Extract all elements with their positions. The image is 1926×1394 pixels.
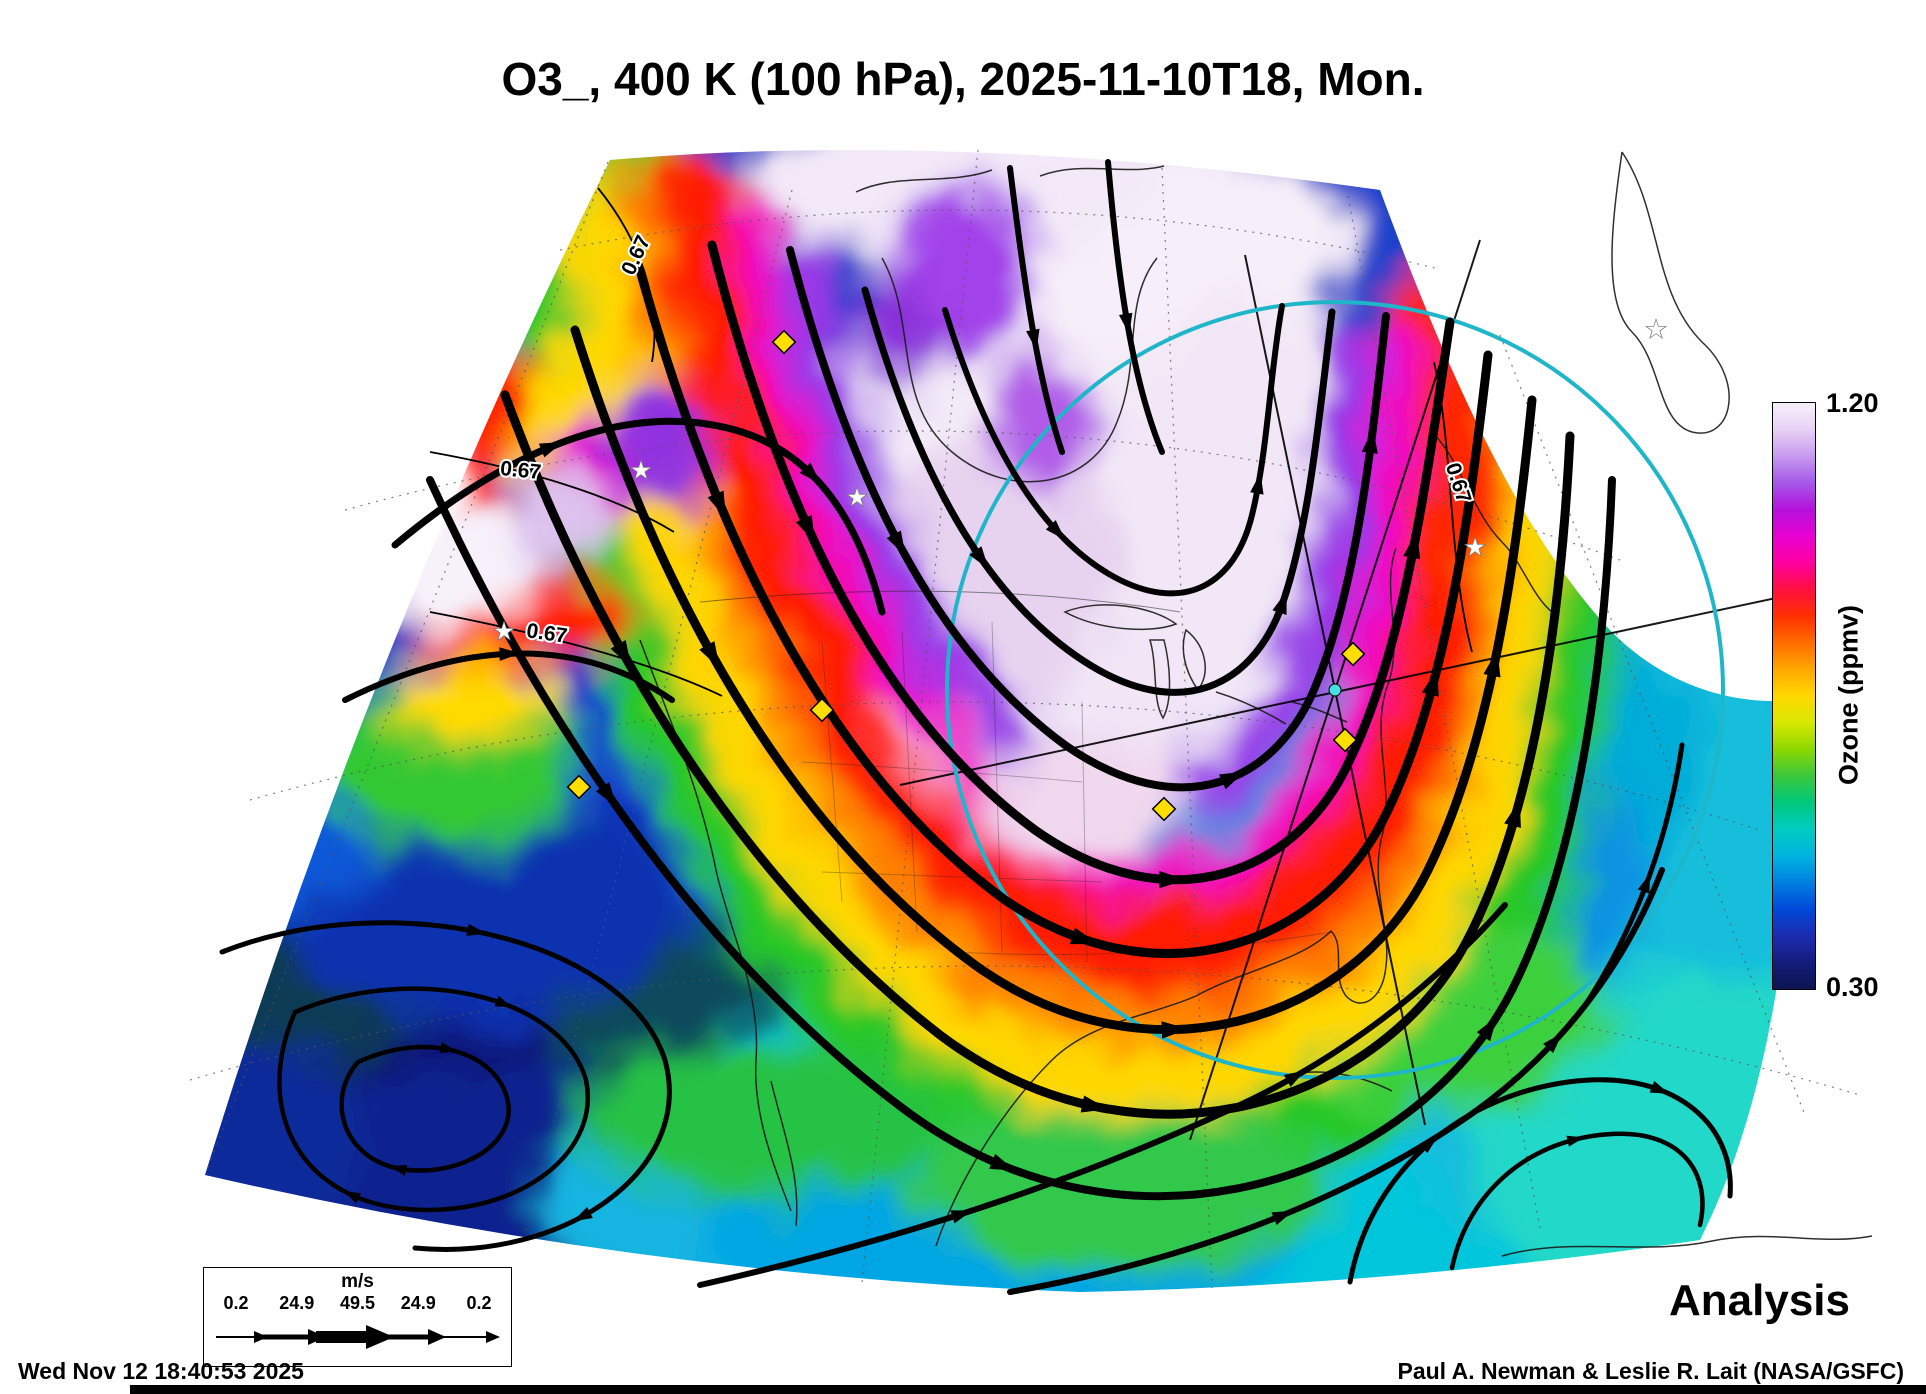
streamline (1347, 1077, 1733, 1285)
streamline-arrowhead-icon (989, 1153, 1016, 1171)
streamline-arrowhead-icon (1283, 1070, 1306, 1087)
streamline (1449, 1131, 1705, 1271)
streamline (277, 986, 590, 1213)
streamline (635, 265, 1493, 958)
circle-center-dot (1328, 683, 1342, 697)
streamline (1007, 165, 1065, 455)
streamline-arrowhead-icon (886, 530, 906, 557)
streamline (786, 246, 1390, 792)
colorbar-axis-label: Ozone (ppmv) (1833, 605, 1864, 785)
range-circle (945, 300, 1725, 1080)
streamline (942, 303, 1285, 597)
wind-speed-value: 0.2 (223, 1293, 249, 1313)
streamline-arrowhead-icon (610, 640, 632, 668)
streamline-arrowhead-icon (499, 647, 521, 661)
streamline-arrowhead-icon (389, 1164, 408, 1176)
station-diamond-icon (1340, 641, 1366, 667)
streamline-arrowhead-icon (950, 1210, 973, 1224)
streamline-arrowhead-icon (1159, 870, 1187, 889)
station-diamond-icon (771, 329, 797, 355)
streamline-arrowhead-icon (707, 490, 726, 519)
colorbar-max-label: 1.20 (1826, 388, 1879, 418)
streamline-arrowhead-icon (699, 641, 720, 669)
station-diamond-icon (1332, 727, 1358, 753)
streamline-arrowhead-icon (573, 1206, 593, 1222)
station-diamond-icon (809, 697, 835, 723)
wind-speed-value: 24.9 (279, 1293, 315, 1313)
streamline-arrowhead-icon (466, 923, 487, 936)
streamline-arrowhead-icon (1476, 1016, 1498, 1042)
streamline-arrowhead-icon (795, 514, 815, 543)
streamline-arrowhead-icon (595, 782, 617, 807)
streamline (391, 417, 886, 616)
streamline-arrowhead-icon (969, 546, 989, 570)
figure-title: O3_, 400 K (100 hPa), 2025-11-10T18, Mon… (501, 53, 1425, 105)
streamline (342, 650, 675, 703)
timestamp-label: Wed Nov 12 18:40:53 2025 (18, 1358, 304, 1384)
station-diamond-icon (566, 774, 592, 800)
wind-speed-value: 49.5 (339, 1293, 376, 1313)
streamline-arrowhead-icon (1045, 520, 1066, 540)
streamline-arrowhead-icon (1483, 649, 1501, 678)
streamline-arrowhead-icon (1219, 771, 1245, 790)
streamline-arrowhead-icon (1504, 800, 1521, 829)
streamline (500, 390, 1575, 1119)
wind-speed-value: 24.9 (400, 1293, 436, 1313)
station-star-icon: ★ (845, 483, 868, 513)
streamline-arrowhead-icon (439, 1042, 458, 1054)
streamline-arrowhead-icon (1272, 590, 1287, 615)
colorbar-gradient (1772, 402, 1816, 990)
wind-arrow-scale-icon (216, 1325, 500, 1349)
streamline-arrowhead-icon (538, 442, 563, 458)
streamline (219, 920, 672, 1252)
streamline-arrowhead-icon (1566, 1135, 1585, 1147)
streamline-arrowhead-icon (494, 995, 513, 1008)
streamline-arrowhead-icon (1118, 312, 1133, 335)
bottom-bar (130, 1385, 1926, 1394)
streamline (697, 902, 1508, 1288)
streamline-arrowhead-icon (1637, 873, 1651, 894)
contour-label: 0.67 (499, 457, 542, 484)
wind-legend-unit: m/s (341, 1271, 374, 1292)
colorbar-min-label: 0.30 (1826, 972, 1879, 1002)
wind-legend-speeds: 0.2 24.9 49.5 24.9 0.2 (204, 1293, 511, 1314)
streamline-arrowhead-icon (1080, 1095, 1109, 1113)
streamline-arrowhead-icon (799, 462, 821, 485)
station-star-icon: ★ (492, 617, 515, 647)
station-star-icon: ★ (1644, 315, 1667, 345)
streamline-arrowhead-icon (1403, 531, 1421, 560)
streamline-arrowhead-icon (1271, 1210, 1294, 1226)
station-star-icon: ★ (1463, 533, 1486, 563)
streamline-arrowhead-icon (1649, 1080, 1670, 1094)
station-diamond-icon (1151, 796, 1177, 822)
streamline-arrowhead-icon (1543, 1033, 1563, 1054)
streamline-arrowhead-icon (1069, 927, 1098, 945)
streamline (861, 286, 1336, 696)
streamline-arrowhead-icon (1161, 1021, 1189, 1039)
credit-label: Paul A. Newman & Leslie R. Lait (NASA/GS… (1397, 1358, 1904, 1384)
streamlines (219, 159, 1733, 1295)
streamline-arrowhead-icon (343, 1190, 362, 1204)
wind-speed-legend: m/s 0.2 24.9 49.5 24.9 0.2 (203, 1267, 512, 1367)
streamline-arrowhead-icon (1250, 472, 1264, 495)
wind-speed-value: 0.2 (466, 1293, 492, 1313)
streamline-arrowhead-icon (1419, 1136, 1438, 1154)
streamline-arrowhead-icon (1421, 668, 1439, 697)
analysis-label: Analysis (1669, 1276, 1850, 1325)
streamline-arrowhead-icon (1361, 428, 1378, 454)
overlay-markers: ★★★★★0.670.670.670.67 (492, 230, 1668, 822)
station-star-icon: ★ (629, 456, 652, 486)
streamline-arrowhead-icon (1026, 328, 1040, 351)
